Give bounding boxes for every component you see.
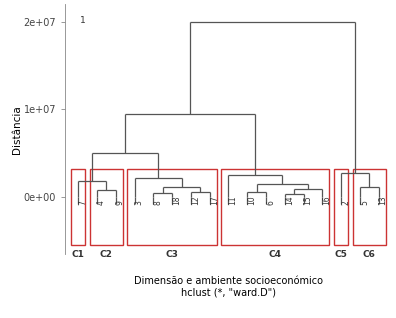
Text: 9: 9 (116, 201, 125, 205)
Bar (221, 169, 329, 245)
Text: C2: C2 (100, 250, 113, 259)
Y-axis label: Distância: Distância (12, 105, 22, 154)
Text: 8: 8 (153, 201, 162, 205)
Bar (71, 169, 86, 245)
Text: 5: 5 (360, 201, 369, 205)
Text: 2: 2 (341, 201, 350, 205)
X-axis label: Dimensão e ambiente socioeconómico
hclust (*, "ward.D"): Dimensão e ambiente socioeconómico hclus… (134, 276, 323, 298)
Bar (334, 169, 348, 245)
Bar (353, 169, 386, 245)
Text: C3: C3 (166, 250, 179, 259)
Bar (90, 169, 123, 245)
Text: 18: 18 (172, 196, 181, 205)
Text: 16: 16 (322, 196, 331, 205)
Text: 3: 3 (135, 201, 144, 205)
Text: C6: C6 (363, 250, 376, 259)
Text: 13: 13 (379, 196, 388, 205)
Text: 14: 14 (285, 196, 294, 205)
Text: C1: C1 (72, 250, 85, 259)
Text: 10: 10 (247, 196, 256, 205)
Text: 11: 11 (228, 196, 238, 205)
Text: 4: 4 (97, 201, 106, 205)
Text: 15: 15 (304, 196, 312, 205)
Text: C5: C5 (335, 250, 348, 259)
Text: 1: 1 (80, 17, 86, 25)
Text: 6: 6 (266, 201, 275, 205)
Text: 7: 7 (78, 201, 87, 205)
Text: C4: C4 (269, 250, 282, 259)
Text: 12: 12 (191, 196, 200, 205)
Text: 17: 17 (210, 196, 219, 205)
Bar (128, 169, 217, 245)
